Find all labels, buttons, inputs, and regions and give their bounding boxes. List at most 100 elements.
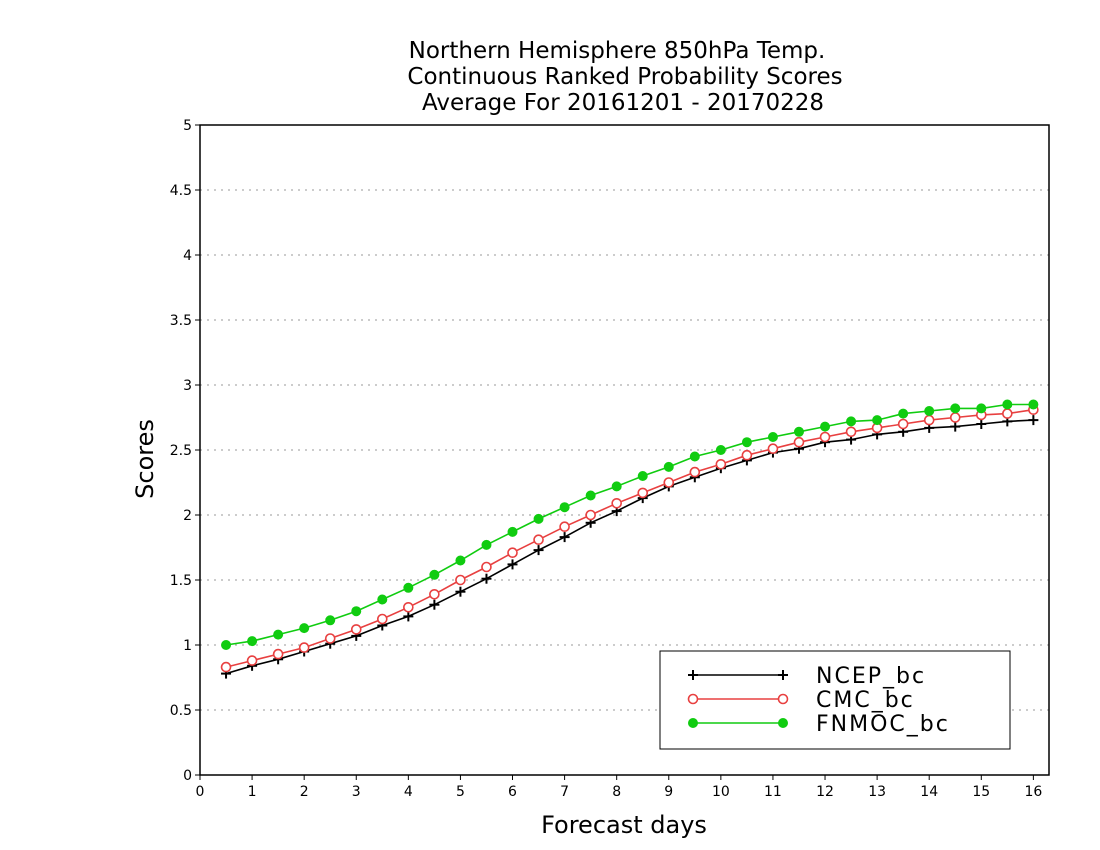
x-tick-label-7: 7 bbox=[560, 784, 569, 800]
point-cmc-bc-7 bbox=[403, 601, 414, 613]
point-fnmoc-bc-11 bbox=[507, 526, 518, 537]
legend-marker-start-fnmoc-bc bbox=[688, 718, 698, 728]
point-ncep-bc-28 bbox=[950, 421, 961, 432]
point-fnmoc-bc-6 bbox=[377, 594, 388, 605]
y-tick-label-1: 0.5 bbox=[170, 703, 192, 719]
chart-title-line-2: Continuous Ranked Probability Scores bbox=[407, 64, 842, 90]
point-fnmoc-bc-21 bbox=[767, 432, 778, 442]
point-fnmoc-bc-31 bbox=[1028, 399, 1039, 410]
point-cmc-bc-1 bbox=[246, 655, 258, 666]
x-tick-label-0: 0 bbox=[196, 784, 205, 800]
point-fnmoc-bc-22 bbox=[793, 426, 804, 437]
point-fnmoc-bc-19 bbox=[715, 445, 726, 455]
point-fnmoc-bc-1 bbox=[247, 636, 258, 647]
point-fnmoc-bc-14 bbox=[585, 490, 596, 501]
point-ncep-bc-9 bbox=[455, 586, 466, 597]
point-fnmoc-bc-30 bbox=[1002, 399, 1013, 410]
point-fnmoc-bc-29 bbox=[976, 403, 987, 414]
point-ncep-bc-8 bbox=[429, 599, 440, 610]
point-cmc-bc-27 bbox=[923, 414, 935, 426]
series-ncep-bc bbox=[221, 415, 1039, 679]
point-fnmoc-bc-23 bbox=[820, 421, 831, 432]
point-cmc-bc-3 bbox=[298, 642, 310, 653]
y-tick-label-7: 3.5 bbox=[170, 313, 192, 329]
legend-marker-start-cmc-bc bbox=[687, 693, 699, 705]
y-tick-label-10: 5 bbox=[183, 118, 192, 134]
point-cmc-bc-19 bbox=[715, 458, 727, 470]
x-tick-label-3: 3 bbox=[352, 784, 361, 800]
y-tick-label-8: 4 bbox=[183, 248, 192, 264]
x-axis-label: Forecast days bbox=[541, 811, 707, 839]
gridlines bbox=[200, 189, 1049, 711]
x-tick-label-11: 11 bbox=[764, 784, 782, 800]
y-tick-label-0: 0 bbox=[183, 768, 192, 784]
point-cmc-bc-13 bbox=[559, 521, 570, 533]
point-ncep-bc-29 bbox=[976, 419, 987, 429]
y-tick-label-3: 1.5 bbox=[170, 573, 192, 589]
series-line-fnmoc-bc bbox=[225, 403, 1034, 646]
series-fnmoc-bc bbox=[221, 399, 1039, 650]
point-cmc-bc-6 bbox=[377, 613, 388, 625]
x-tick-label-13: 13 bbox=[868, 784, 886, 800]
point-cmc-bc-20 bbox=[741, 449, 753, 461]
y-tick-label-4: 2 bbox=[183, 508, 192, 524]
point-fnmoc-bc-8 bbox=[429, 569, 440, 580]
point-cmc-bc-10 bbox=[481, 561, 492, 573]
point-fnmoc-bc-26 bbox=[898, 408, 909, 419]
point-fnmoc-bc-20 bbox=[741, 437, 752, 448]
point-fnmoc-bc-27 bbox=[924, 406, 935, 416]
point-cmc-bc-9 bbox=[455, 574, 466, 586]
x-tick-label-8: 8 bbox=[612, 784, 621, 800]
point-fnmoc-bc-0 bbox=[221, 640, 232, 650]
point-cmc-bc-26 bbox=[897, 418, 909, 430]
y-tick-label-5: 2.5 bbox=[170, 443, 192, 459]
x-tick-label-10: 10 bbox=[712, 784, 730, 800]
y-axis-ticks: 0 0.5 1 1.5 2 2.5 3 3.5 4 4.5 5 bbox=[170, 118, 200, 784]
chart-title-line-3: Average For 20161201 - 20170228 bbox=[422, 90, 824, 116]
point-cmc-bc-17 bbox=[663, 477, 675, 488]
x-tick-label-5: 5 bbox=[456, 784, 465, 800]
point-ncep-bc-7 bbox=[403, 611, 414, 622]
x-tick-label-15: 15 bbox=[972, 784, 990, 800]
point-fnmoc-bc-7 bbox=[403, 582, 414, 593]
x-tick-label-6: 6 bbox=[508, 784, 517, 800]
y-tick-label-9: 4.5 bbox=[170, 183, 192, 199]
point-ncep-bc-10 bbox=[481, 573, 492, 584]
x-axis-ticks: 0 1 2 3 4 5 6 7 8 9 10 11 12 13 14 15 16 bbox=[196, 775, 1042, 800]
point-cmc-bc-28 bbox=[949, 412, 961, 423]
point-cmc-bc-15 bbox=[611, 497, 622, 509]
point-fnmoc-bc-10 bbox=[481, 539, 492, 550]
legend-marker-end-fnmoc-bc bbox=[778, 718, 788, 728]
point-cmc-bc-5 bbox=[350, 624, 362, 635]
series-line-cmc-bc bbox=[225, 408, 1034, 668]
point-fnmoc-bc-9 bbox=[455, 555, 466, 566]
x-tick-label-12: 12 bbox=[816, 784, 834, 800]
y-axis-label: Scores bbox=[131, 419, 159, 499]
point-fnmoc-bc-4 bbox=[325, 615, 336, 626]
series-cmc-bc bbox=[220, 404, 1039, 673]
x-tick-label-2: 2 bbox=[300, 784, 309, 800]
x-tick-label-4: 4 bbox=[404, 784, 413, 800]
point-cmc-bc-4 bbox=[324, 633, 336, 644]
point-fnmoc-bc-17 bbox=[663, 461, 674, 472]
point-ncep-bc-31 bbox=[1028, 415, 1039, 426]
point-cmc-bc-8 bbox=[429, 588, 440, 600]
legend-box bbox=[659, 650, 1011, 750]
point-cmc-bc-0 bbox=[220, 661, 232, 673]
point-cmc-bc-2 bbox=[272, 648, 284, 660]
point-fnmoc-bc-5 bbox=[351, 606, 362, 617]
point-fnmoc-bc-3 bbox=[299, 623, 310, 634]
x-tick-label-14: 14 bbox=[920, 784, 938, 800]
chart-title: Northern Hemisphere 850hPa Temp. Continu… bbox=[407, 38, 842, 116]
legend-marker-end-ncep-bc bbox=[778, 670, 788, 680]
point-fnmoc-bc-18 bbox=[689, 451, 700, 462]
point-cmc-bc-21 bbox=[767, 443, 779, 455]
legend-label-ncep-bc: NCEP_bc bbox=[816, 664, 926, 689]
legend-marker-start-ncep-bc bbox=[688, 670, 698, 680]
legend-marker-end-cmc-bc bbox=[777, 693, 789, 705]
point-cmc-bc-30 bbox=[1002, 408, 1013, 419]
x-tick-label-9: 9 bbox=[664, 784, 673, 800]
point-fnmoc-bc-13 bbox=[559, 502, 570, 513]
